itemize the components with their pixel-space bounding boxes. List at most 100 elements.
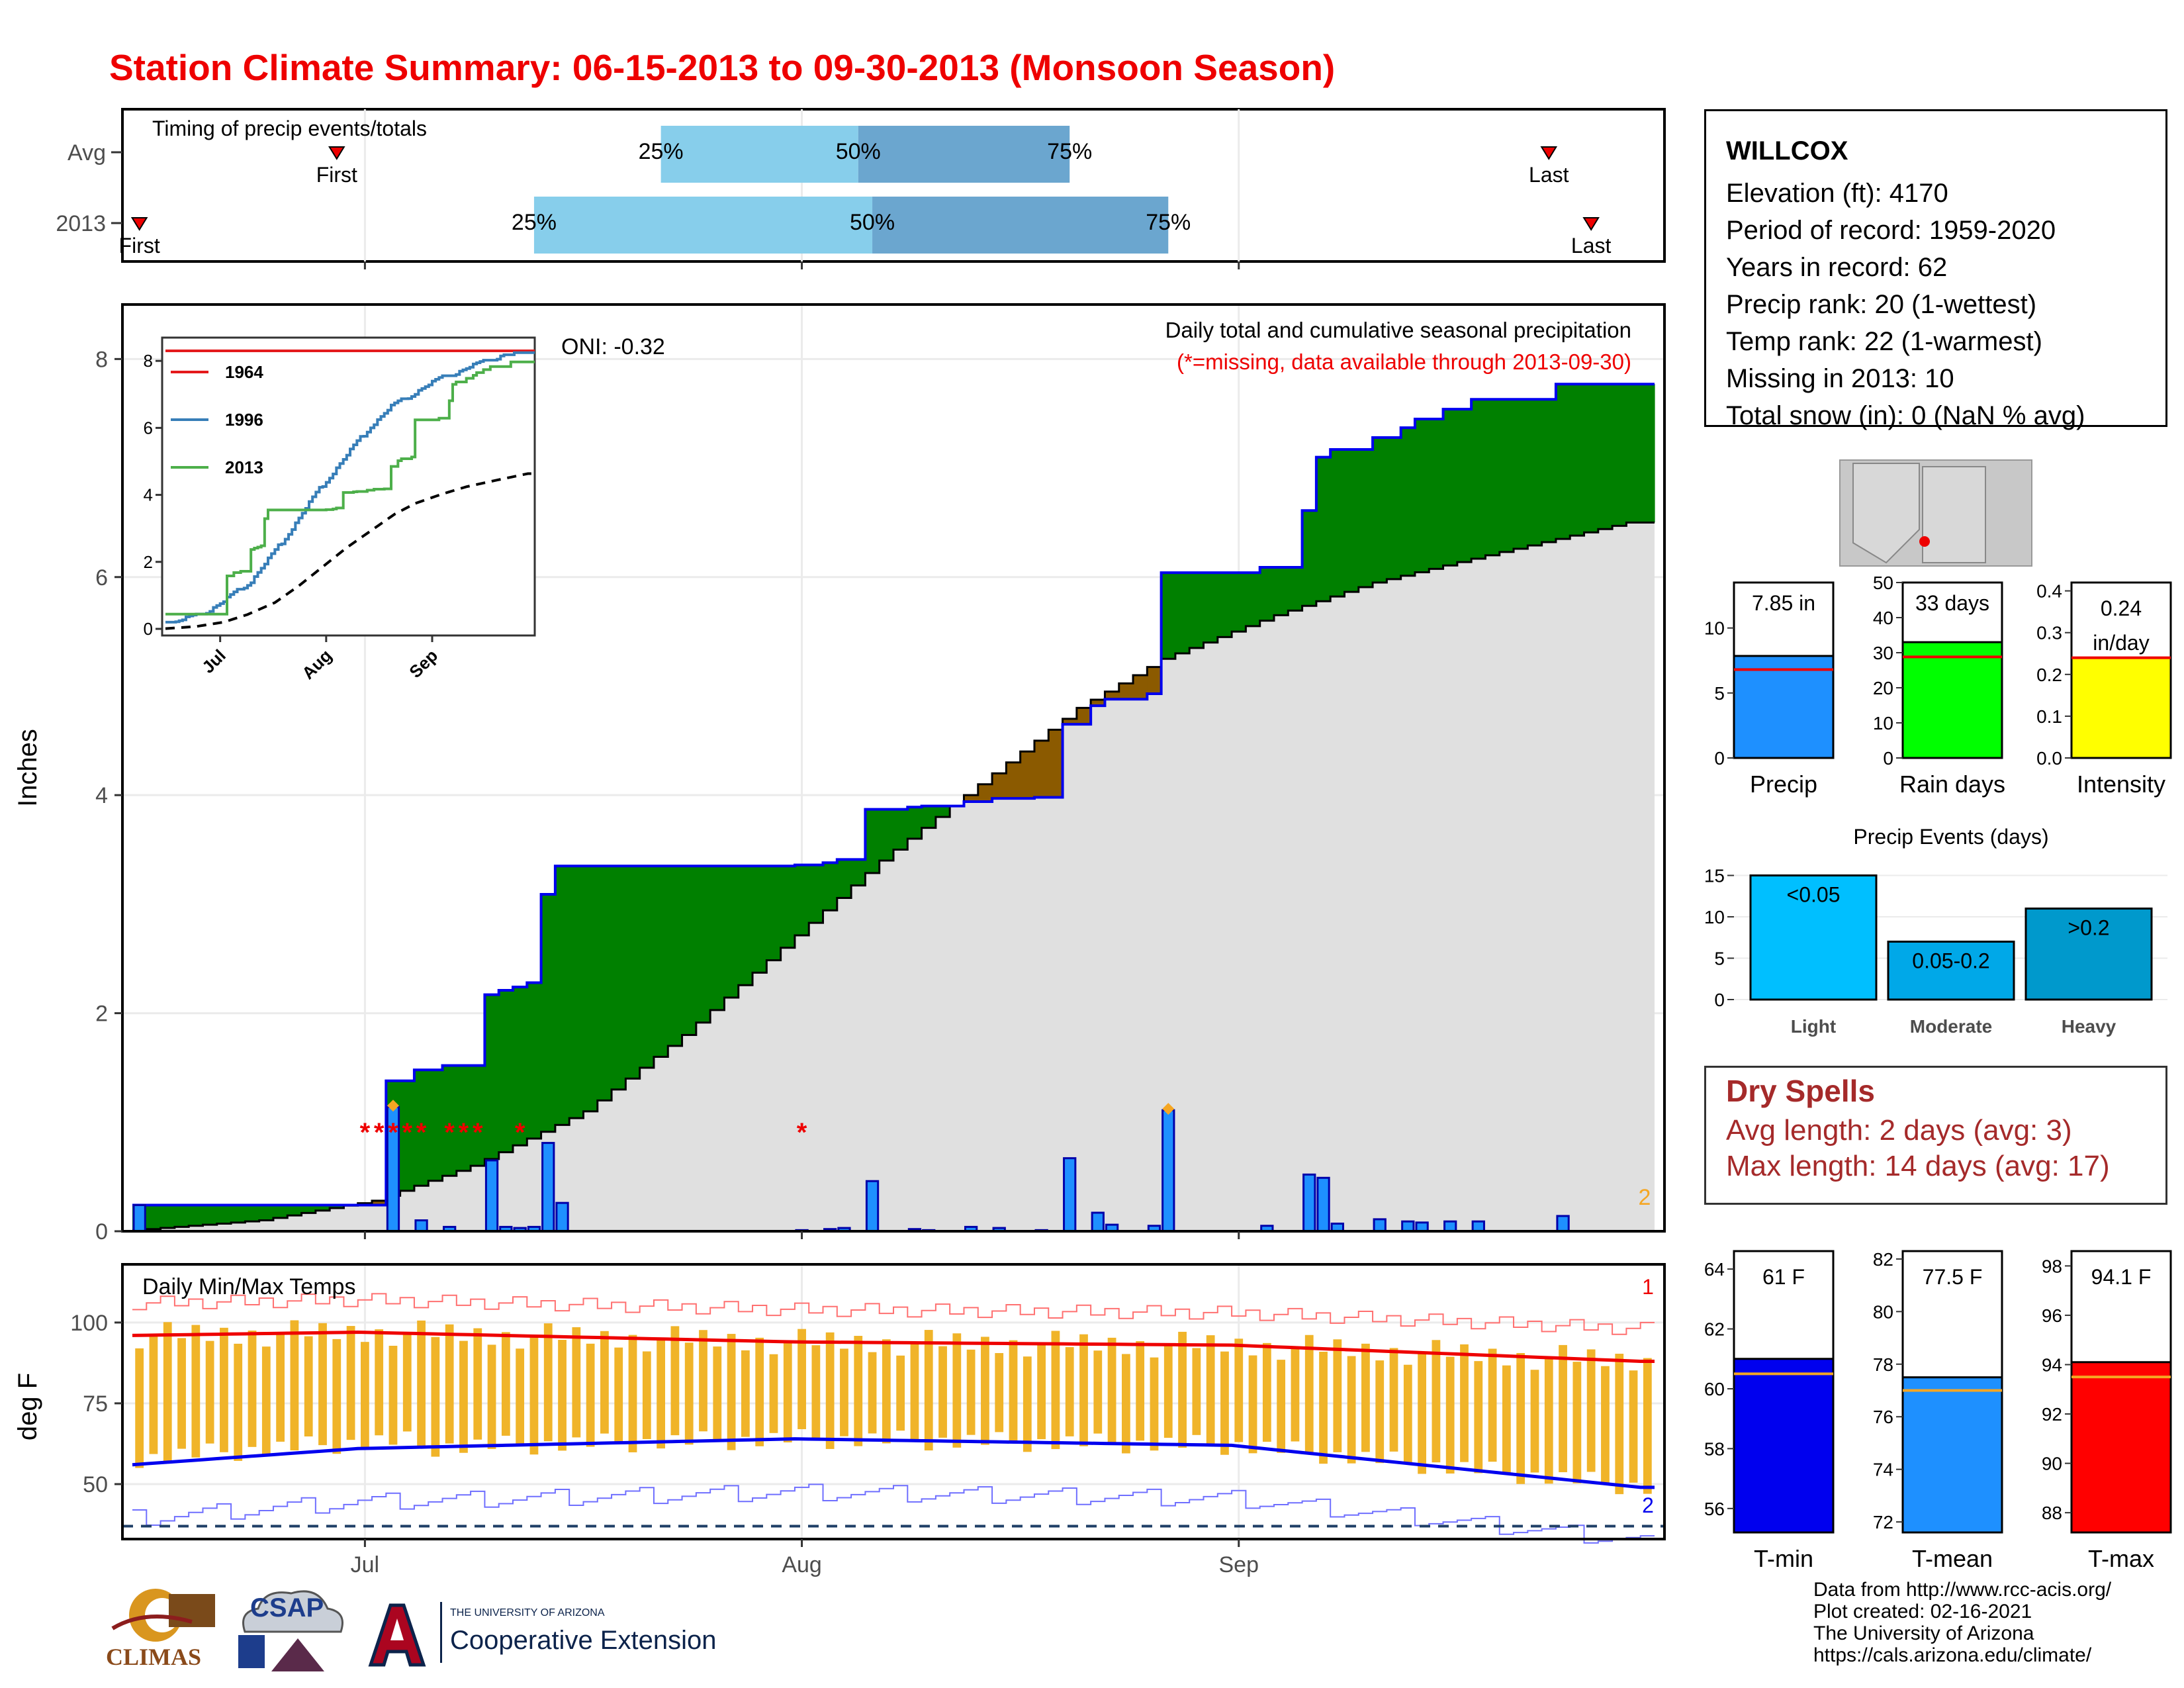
last-label: Last [1529,163,1569,187]
below-avg-fill [1118,683,1134,700]
daily-temp-range-bar [516,1348,525,1446]
above-avg-fill [668,866,683,1046]
above-avg-fill [456,1065,471,1171]
daily-temp-range-bar [1389,1348,1398,1452]
precip-y-tick-label: 8 [95,347,108,372]
temp-summary-y-tick-label: 88 [2042,1503,2062,1523]
above-avg-fill [1429,418,1444,569]
station-elevation: Elevation (ft): 4170 [1726,179,1948,208]
daily-temp-range-bar [1234,1338,1244,1442]
below-avg-fill [372,1200,387,1205]
climas-logo: CLIMAS [106,1582,218,1675]
above-avg-fill [203,1205,218,1225]
daily-temp-range-bar [1248,1355,1257,1454]
daily-temp-range-bar [1277,1360,1286,1453]
oni-label: ONI: -0.32 [561,334,665,359]
daily-precip-bar [1443,1220,1457,1233]
above-avg-fill [597,866,612,1101]
daily-temp-range-bar [163,1322,172,1463]
below-avg-fill [1091,700,1106,706]
daily-temp-range-bar [1601,1366,1610,1483]
daily-temp-range-bar [1009,1340,1018,1442]
timing-box-upper [858,126,1070,183]
above-avg-fill [1274,567,1289,616]
summary-y-tick-label: 20 [1873,678,1893,698]
summary-y-tick-label: 0.2 [2036,665,2062,685]
above-avg-fill [1288,567,1303,611]
timing-box-upper [872,197,1169,254]
summary-y-tick-label: 0.3 [2036,623,2062,643]
above-avg-fill [400,1080,415,1191]
observed-cumulative-line [132,383,1655,1207]
daily-temp-range-bar [684,1342,694,1445]
timing-pct-label: 25% [639,139,684,164]
station-info: WILLCOX Elevation (ft): 4170 Period of r… [1704,109,2167,430]
inset-series-line [165,351,535,624]
event-bar [1887,941,2015,1001]
daily-temp-range-bar [966,1349,976,1435]
avg-max-temp-line [132,1331,1655,1363]
inset-y-tick-label: 0 [144,619,153,639]
above-avg-fill [513,987,527,1146]
temp-summary-y-tick-label: 60 [1704,1379,1725,1399]
daily-temp-range-bar [234,1343,243,1461]
daily-temp-range-bar [248,1331,257,1447]
daily-temp-range-bar [459,1340,468,1453]
daily-temp-range-bar [346,1326,355,1440]
daily-temp-range-bar [840,1348,848,1436]
climas-text: CLIMAS [106,1644,202,1670]
inset-y-tick-label: 2 [144,552,153,572]
missing-day-star: * [388,1118,398,1147]
daily-temp-range-bar [332,1338,341,1454]
daily-temp-range-bar [1122,1354,1130,1454]
daily-temp-range-bar [1192,1348,1201,1435]
above-avg-fill [1316,457,1331,602]
precip-y-tick-label: 0 [95,1219,108,1244]
inset-y-tick-label: 6 [144,418,153,438]
above-avg-fill [146,1205,161,1229]
above-avg-fill [625,866,641,1079]
above-avg-fill [1626,384,1641,523]
missing-day-star: * [416,1118,427,1147]
daily-temp-range-bar [1432,1340,1441,1463]
daily-temp-range-bar [205,1340,214,1444]
last-label: Last [1571,234,1612,258]
summary-y-tick-label: 10 [1873,713,1893,733]
inset-y-tick-label: 4 [144,485,153,505]
daily-precip-bar [1316,1176,1330,1233]
temp-summary-y-tick-label: 78 [1873,1354,1893,1375]
above-avg-fill [612,866,626,1090]
above-avg-fill [569,866,584,1119]
below-avg-fill [964,795,979,802]
above-avg-fill [1457,409,1472,563]
csap-logo: CSAP [232,1585,351,1678]
daily-temp-range-bar [1093,1350,1103,1434]
inset-series-line [165,360,535,616]
daily-temp-range-bar [1136,1341,1145,1441]
above-avg-fill [174,1205,189,1227]
daily-temp-range-bar [1502,1365,1511,1473]
above-avg-fill [1232,573,1247,632]
record-day-marker-icon [387,1100,399,1112]
above-avg-fill [682,866,697,1035]
temp-corner-bottom: 2 [1642,1493,1654,1517]
temp-summary-y-tick-label: 72 [1873,1512,1893,1532]
summary-y-tick-label: 50 [1873,573,1893,593]
above-avg-fill [907,807,923,839]
daily-temp-range-bar [1460,1344,1469,1462]
daily-precip-bar [541,1142,555,1233]
daily-temp-range-bar [1163,1344,1173,1438]
record-min-temp-line [132,1483,1655,1544]
credit-line: The University of Arizona [1813,1622,2034,1644]
temp-y-tick-label: 50 [83,1472,108,1497]
summary-value-text: 33 days [1915,591,1989,615]
precip-annotation-title: Daily total and cumulative seasonal prec… [1165,318,1631,342]
daily-temp-range-bar [1530,1370,1539,1473]
temp-summary-y-tick-label: 74 [1873,1460,1893,1480]
above-avg-fill [1373,437,1387,583]
above-avg-fill [921,806,936,828]
station-location-marker [1919,536,1930,547]
daily-temp-range-bar [1206,1335,1215,1445]
above-avg-fill [498,990,514,1152]
inset-legend-label: 1964 [225,362,263,382]
